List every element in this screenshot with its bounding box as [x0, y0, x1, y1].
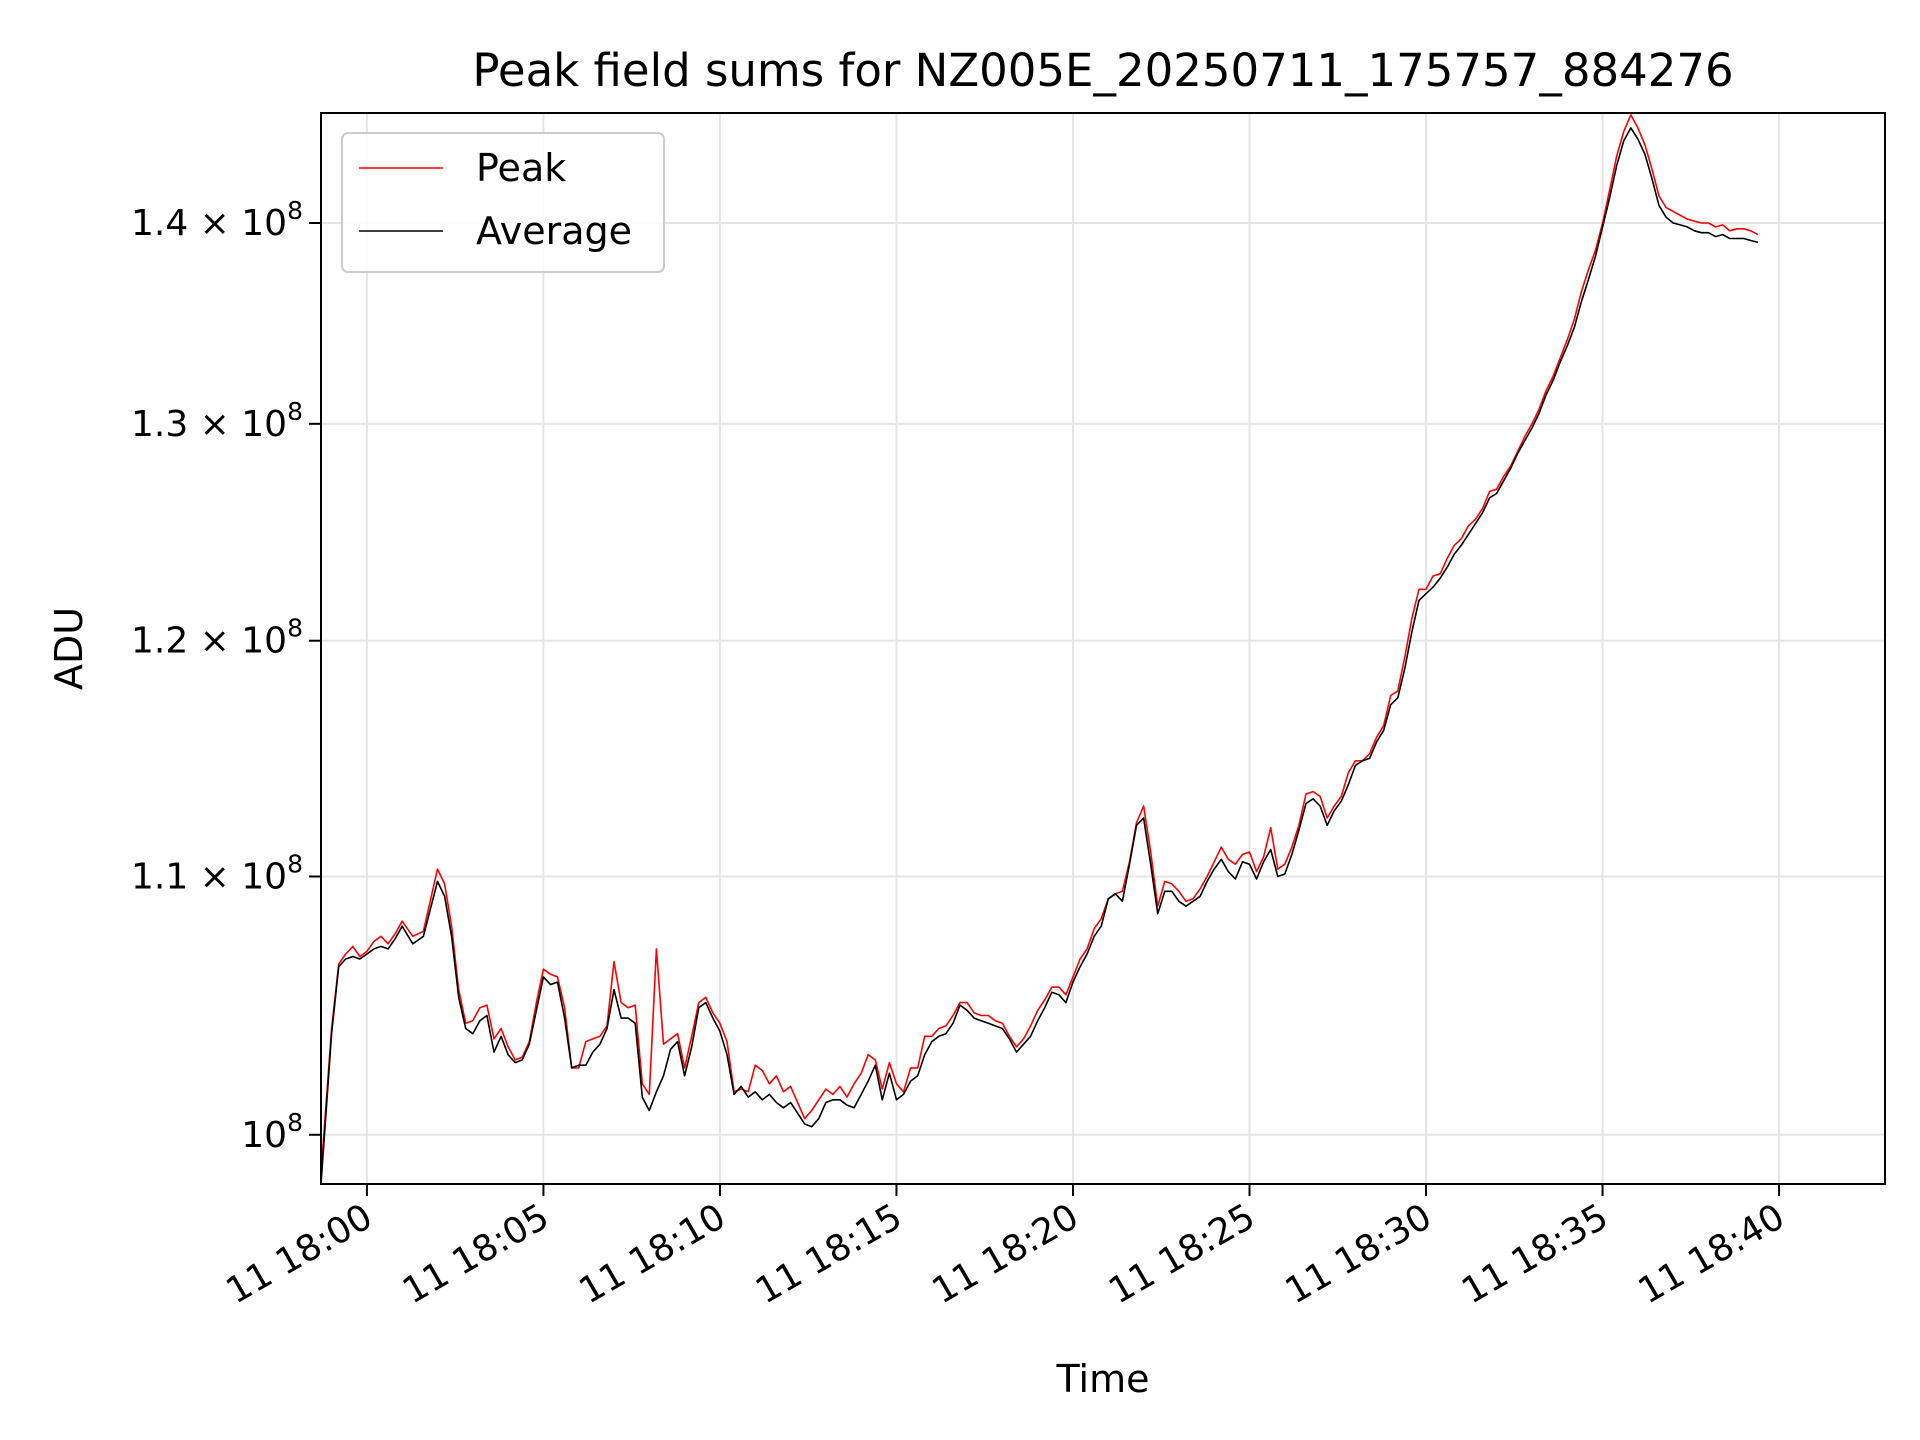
y-tick-exponent: 8: [287, 397, 303, 426]
y-tick-mantissa: 1.3 × 10: [131, 404, 287, 445]
y-tick-exponent: 8: [287, 1108, 303, 1137]
y-tick-label: 1.4 × 108: [131, 196, 303, 244]
y-tick-label: 1.1 × 108: [131, 850, 303, 898]
y-tick-exponent: 8: [287, 614, 303, 643]
y-tick-mantissa: 1.1 × 10: [131, 857, 287, 898]
x-axis-label: Time: [1056, 1357, 1150, 1401]
y-tick-label: 108: [241, 1108, 303, 1156]
y-tick-exponent: 8: [287, 196, 303, 225]
y-tick-exponent: 8: [287, 850, 303, 879]
legend: Peak Average: [341, 132, 665, 273]
chart-title: Peak field sums for NZ005E_20250711_1757…: [472, 44, 1733, 97]
y-tick-mantissa: 1.4 × 10: [131, 203, 287, 244]
plot-frame: [320, 112, 1886, 1185]
y-tick-label: 1.2 × 108: [131, 614, 303, 662]
y-tick-label: 1.3 × 108: [131, 397, 303, 445]
series-layer: [320, 114, 1759, 1185]
y-axis-label: ADU: [47, 607, 91, 690]
series-line-peak: [320, 114, 1759, 1174]
series-line-average: [320, 127, 1759, 1185]
y-tick-mantissa: 10: [241, 1115, 287, 1156]
legend-label: Average: [476, 209, 632, 253]
legend-label: Peak: [476, 146, 566, 190]
y-tick-mantissa: 1.2 × 10: [131, 621, 287, 662]
grid: [321, 113, 1885, 1184]
